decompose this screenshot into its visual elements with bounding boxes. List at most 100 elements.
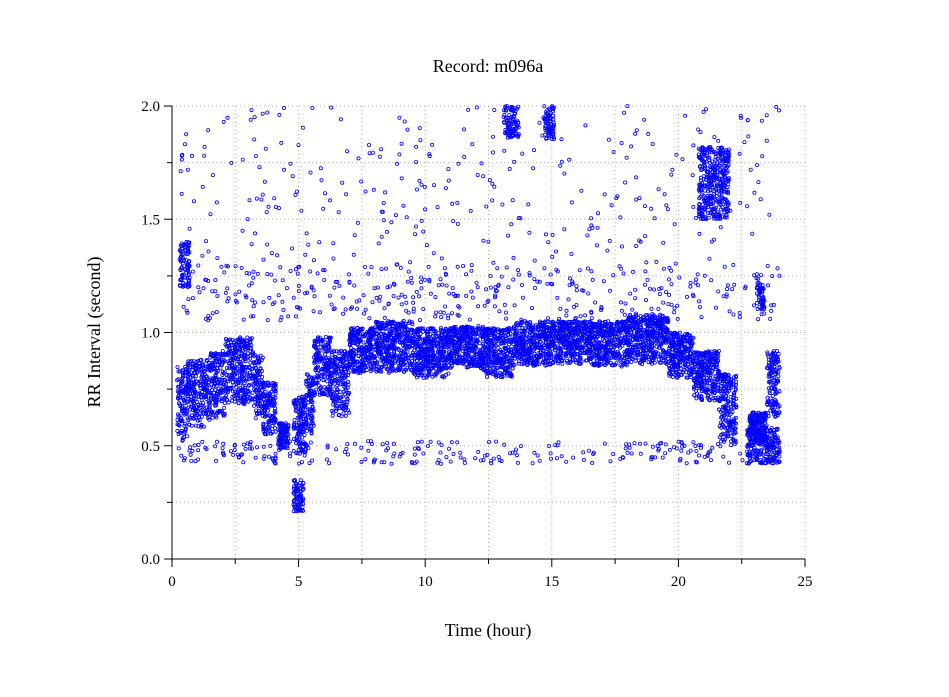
data-point — [393, 360, 398, 365]
data-point — [302, 410, 307, 415]
data-point — [195, 418, 200, 423]
data-point — [402, 343, 407, 348]
data-point — [215, 362, 220, 367]
data-point — [343, 357, 348, 362]
data-point — [498, 347, 503, 352]
data-point — [267, 425, 272, 430]
data-point — [349, 349, 354, 354]
data-point — [437, 340, 442, 345]
data-point — [368, 362, 373, 367]
data-point — [389, 338, 394, 343]
data-point — [211, 412, 216, 417]
data-point — [443, 358, 448, 363]
data-point — [503, 336, 508, 341]
data-point — [226, 379, 231, 384]
data-point — [310, 409, 315, 414]
data-point — [220, 409, 225, 414]
data-point — [351, 363, 356, 368]
data-point — [470, 340, 475, 345]
data-point — [356, 371, 361, 376]
data-point — [508, 374, 513, 379]
data-point — [415, 350, 420, 355]
data-point — [390, 368, 395, 373]
data-point — [494, 359, 499, 364]
data-point — [214, 358, 219, 363]
data-point — [375, 342, 380, 347]
data-point — [201, 386, 206, 391]
data-point — [248, 356, 253, 361]
data-point — [204, 410, 209, 415]
data-point — [490, 339, 495, 344]
data-point — [190, 404, 195, 409]
data-point — [261, 424, 266, 429]
data-point — [368, 369, 373, 374]
data-point — [355, 342, 360, 347]
data-point — [328, 339, 333, 344]
data-point — [629, 359, 634, 364]
data-point — [279, 430, 284, 435]
data-point — [198, 403, 203, 408]
data-point — [483, 369, 488, 374]
data-point — [474, 331, 479, 336]
data-point — [240, 388, 245, 393]
data-point — [389, 327, 394, 332]
data-point — [297, 451, 302, 456]
data-point — [397, 334, 402, 339]
data-point — [379, 369, 384, 374]
data-point — [314, 365, 319, 370]
data-point — [332, 349, 337, 354]
data-point — [229, 360, 234, 365]
data-point — [175, 396, 180, 401]
data-point — [209, 382, 214, 387]
data-point — [230, 375, 235, 380]
data-point — [537, 362, 542, 367]
data-point — [297, 441, 302, 446]
data-point — [403, 334, 408, 339]
data-point — [392, 335, 397, 340]
data-point — [273, 395, 278, 400]
data-point — [334, 389, 339, 394]
data-point — [285, 446, 290, 451]
data-point — [329, 350, 334, 355]
data-point — [444, 366, 449, 371]
data-point — [328, 374, 333, 379]
data-point — [435, 370, 440, 375]
data-point — [203, 381, 208, 386]
data-point — [451, 325, 456, 330]
data-point — [502, 367, 507, 372]
data-point — [190, 365, 195, 370]
data-point — [179, 380, 184, 385]
data-point — [461, 338, 466, 343]
data-point — [223, 382, 228, 387]
data-point — [425, 346, 430, 351]
data-point — [294, 398, 299, 403]
data-point — [224, 366, 229, 371]
data-point — [384, 321, 389, 326]
data-point — [316, 383, 321, 388]
data-point — [295, 415, 300, 420]
data-point — [232, 396, 237, 401]
data-point — [380, 340, 385, 345]
data-point — [391, 324, 396, 329]
data-point — [207, 386, 212, 391]
data-point — [319, 389, 324, 394]
data-point — [196, 391, 201, 396]
data-point — [414, 344, 419, 349]
data-point — [501, 361, 506, 366]
data-point — [470, 328, 475, 333]
data-point — [464, 340, 469, 345]
data-point — [252, 387, 257, 392]
data-point — [263, 401, 268, 406]
data-point — [469, 359, 474, 364]
data-point — [510, 366, 515, 371]
data-point — [259, 357, 264, 362]
data-point — [353, 359, 358, 364]
data-point — [276, 435, 281, 440]
data-point — [393, 353, 398, 358]
data-point — [422, 341, 427, 346]
data-point — [215, 389, 220, 394]
data-point — [334, 396, 339, 401]
data-point — [338, 395, 343, 400]
data-point — [273, 406, 278, 411]
data-point — [307, 388, 312, 393]
